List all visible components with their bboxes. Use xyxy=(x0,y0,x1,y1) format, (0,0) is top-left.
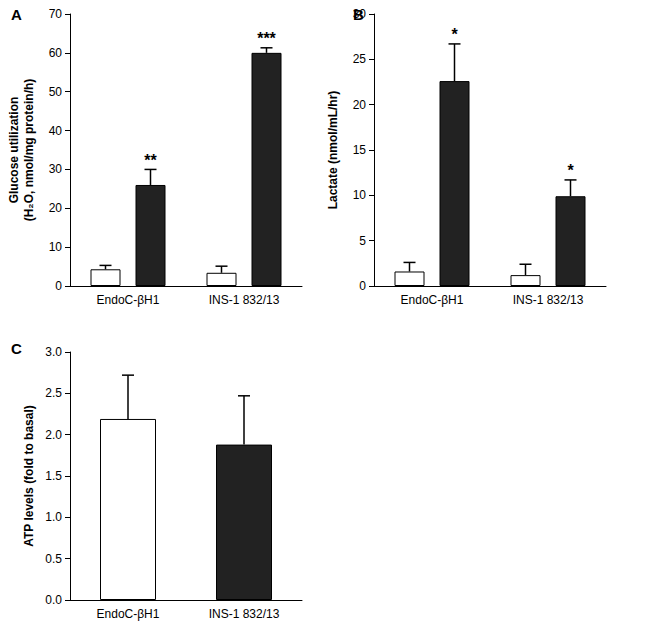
svg-text:C: C xyxy=(11,340,22,357)
svg-text:0.0: 0.0 xyxy=(45,593,62,607)
svg-text:EndoC-βH1: EndoC-βH1 xyxy=(401,293,464,307)
svg-text:3.0: 3.0 xyxy=(45,345,62,359)
svg-text:50: 50 xyxy=(49,85,63,99)
svg-text:A: A xyxy=(11,6,22,23)
svg-text:0.5: 0.5 xyxy=(45,552,62,566)
svg-text:60: 60 xyxy=(49,46,63,60)
svg-text:B: B xyxy=(353,6,364,23)
svg-text:20: 20 xyxy=(353,98,367,112)
svg-text:INS-1 832/13: INS-1 832/13 xyxy=(513,293,584,307)
svg-text:2.5: 2.5 xyxy=(45,386,62,400)
svg-text:20: 20 xyxy=(49,201,63,215)
svg-text:1.0: 1.0 xyxy=(45,510,62,524)
svg-text:Glucose utilization: Glucose utilization xyxy=(7,97,21,204)
svg-text:***: *** xyxy=(257,30,276,47)
svg-text:25: 25 xyxy=(353,52,367,66)
svg-text:INS-1 832/13: INS-1 832/13 xyxy=(209,607,280,621)
svg-text:10: 10 xyxy=(353,188,367,202)
svg-text:2.0: 2.0 xyxy=(45,428,62,442)
svg-text:*: * xyxy=(451,26,458,43)
svg-text:(H₂O, nmol/mg protein/h): (H₂O, nmol/mg protein/h) xyxy=(22,79,36,222)
svg-text:10: 10 xyxy=(49,240,63,254)
svg-text:15: 15 xyxy=(353,143,367,157)
svg-text:0: 0 xyxy=(359,279,366,293)
svg-text:**: ** xyxy=(144,152,157,169)
svg-text:EndoC-βH1: EndoC-βH1 xyxy=(97,293,160,307)
svg-text:40: 40 xyxy=(49,124,63,138)
svg-text:EndoC-βH1: EndoC-βH1 xyxy=(97,607,160,621)
svg-text:*: * xyxy=(567,162,574,179)
svg-text:5: 5 xyxy=(359,234,366,248)
svg-text:INS-1 832/13: INS-1 832/13 xyxy=(209,293,280,307)
svg-text:30: 30 xyxy=(49,162,63,176)
svg-text:1.5: 1.5 xyxy=(45,469,62,483)
svg-text:70: 70 xyxy=(49,7,63,21)
svg-text:0: 0 xyxy=(55,279,62,293)
svg-text:Lactate (nmol/mL/hr): Lactate (nmol/mL/hr) xyxy=(326,91,340,210)
svg-text:ATP levels (fold to basal): ATP levels (fold to basal) xyxy=(22,405,36,547)
